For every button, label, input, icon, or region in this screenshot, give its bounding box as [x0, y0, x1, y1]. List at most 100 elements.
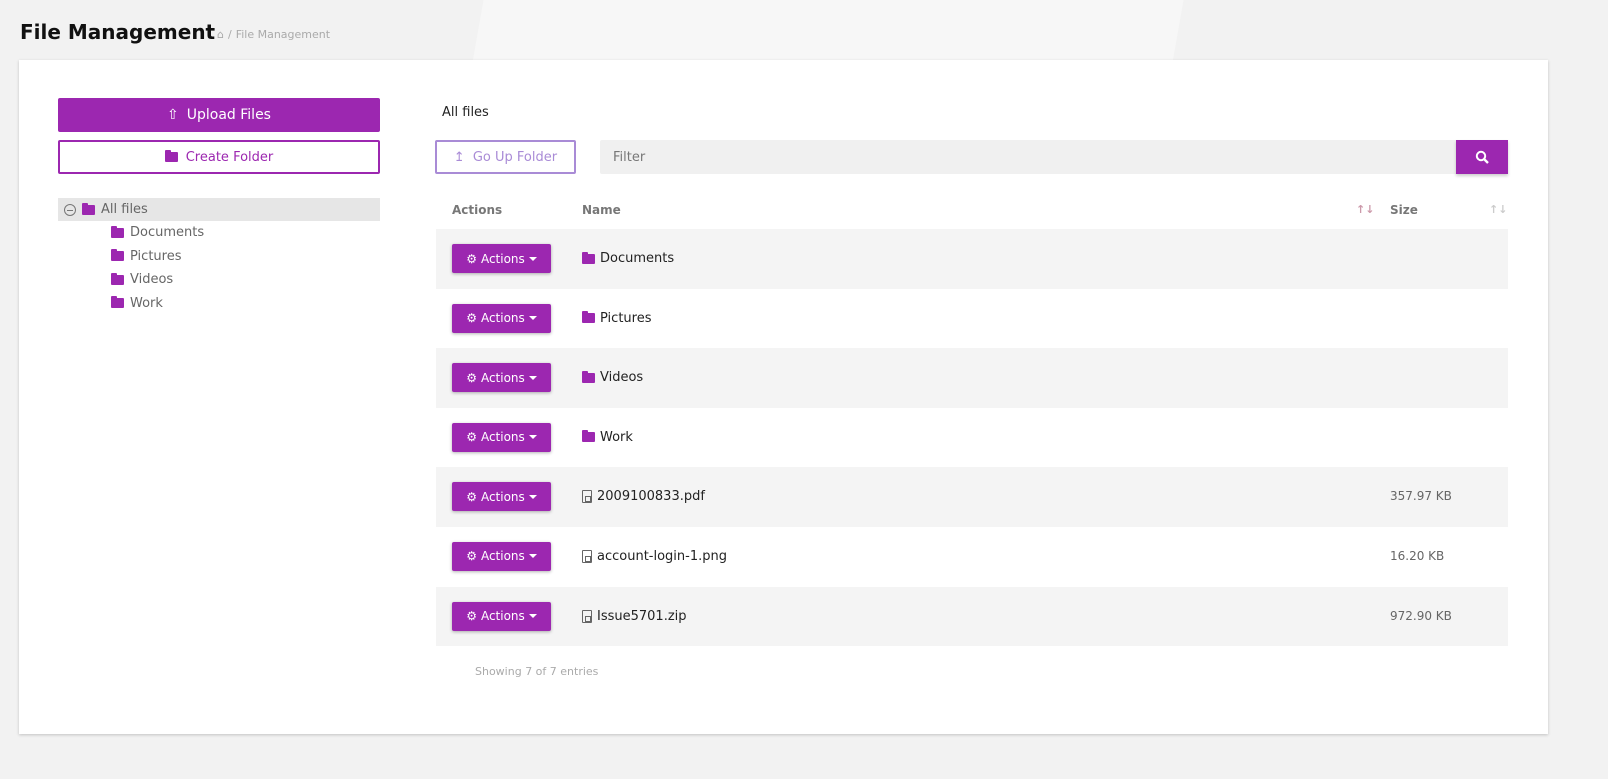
- gear-icon: ⚙: [466, 549, 477, 564]
- folder-plus-icon: [164, 150, 178, 162]
- gear-icon: ⚙: [466, 251, 477, 266]
- actions-label: Actions: [480, 370, 525, 385]
- file-name-text: Work: [600, 429, 633, 445]
- actions-dropdown-button[interactable]: ⚙ Actions: [452, 541, 551, 571]
- upload-files-button[interactable]: ⇧ Upload Files: [58, 98, 380, 132]
- actions-dropdown-button[interactable]: ⚙ Actions: [452, 303, 551, 333]
- breadcrumb-separator: /: [227, 28, 232, 41]
- search-icon: [1475, 150, 1489, 164]
- file-name-text: account-login-1.png: [597, 548, 727, 564]
- file-size: 357.97 KB: [1390, 489, 1452, 504]
- collapse-icon[interactable]: [64, 203, 76, 216]
- file-name[interactable]: Issue5701.zip: [582, 609, 687, 624]
- go-up-label: Go Up Folder: [472, 149, 558, 165]
- table-row: ⚙ Actions 2009100833.pdf 357.97 KB: [436, 467, 1508, 527]
- tree-item-work[interactable]: Work: [58, 292, 380, 316]
- archive-file-icon: [582, 609, 592, 623]
- actions-dropdown-button[interactable]: ⚙ Actions: [452, 482, 551, 512]
- gear-icon: ⚙: [466, 609, 477, 624]
- folder-icon: [582, 370, 595, 383]
- caret-down-icon: [528, 256, 537, 261]
- go-up-folder-button[interactable]: ↥ Go Up Folder: [435, 140, 576, 174]
- caret-down-icon: [528, 554, 537, 559]
- upload-label: Upload Files: [186, 107, 271, 123]
- table-row: ⚙ Actions Pictures: [436, 289, 1508, 349]
- tree-label: Documents: [130, 225, 205, 241]
- table-row: ⚙ Actions Documents: [436, 229, 1508, 289]
- file-name[interactable]: account-login-1.png: [582, 549, 727, 564]
- file-size: 972.90 KB: [1390, 608, 1452, 623]
- pdf-file-icon: [582, 490, 592, 504]
- folder-icon: [582, 311, 595, 324]
- tree-label: All files: [101, 202, 148, 217]
- file-manager-card: ⇧ Upload Files Create Folder All files D…: [19, 60, 1548, 734]
- folder-icon: [111, 272, 124, 285]
- file-name-text: Issue5701.zip: [597, 608, 687, 624]
- caret-down-icon: [528, 494, 537, 499]
- caret-down-icon: [528, 614, 537, 619]
- table-header: Actions Name ↑↓ Size ↑↓: [436, 199, 1508, 229]
- actions-dropdown-button[interactable]: ⚙ Actions: [452, 422, 551, 452]
- folder-icon: [111, 296, 124, 309]
- file-name-text: Documents: [600, 251, 675, 266]
- caret-down-icon: [528, 375, 537, 380]
- folder-icon: [111, 225, 124, 238]
- table-row: ⚙ Actions account-login-1.png 16.20 KB: [436, 527, 1508, 587]
- actions-dropdown-button[interactable]: ⚙ Actions: [452, 601, 551, 631]
- breadcrumb: ⌂ / File Management: [217, 28, 330, 41]
- actions-dropdown-button[interactable]: ⚙ Actions: [452, 244, 551, 273]
- current-folder-title: All files: [442, 105, 489, 120]
- home-icon[interactable]: ⌂: [217, 28, 224, 41]
- gear-icon: ⚙: [466, 489, 477, 504]
- actions-label: Actions: [480, 609, 525, 624]
- column-name[interactable]: Name: [582, 203, 621, 217]
- actions-dropdown-button[interactable]: ⚙ Actions: [452, 363, 551, 393]
- folder-icon: [582, 430, 595, 443]
- level-up-icon: ↥: [453, 149, 465, 165]
- search-button[interactable]: [1456, 140, 1508, 174]
- file-name[interactable]: 2009100833.pdf: [582, 489, 705, 504]
- tree-item-pictures[interactable]: Pictures: [58, 245, 380, 269]
- table-row: ⚙ Actions Videos: [436, 348, 1508, 408]
- folder-icon: [82, 202, 95, 215]
- table-row: ⚙ Actions Work: [436, 408, 1508, 468]
- files-table: Actions Name ↑↓ Size ↑↓ ⚙ Actions Document…: [436, 199, 1508, 647]
- file-name-text: Videos: [600, 370, 644, 386]
- tree-item-all-files[interactable]: All files: [58, 198, 380, 221]
- create-folder-button[interactable]: Create Folder: [58, 140, 380, 174]
- file-name[interactable]: Videos: [582, 370, 643, 385]
- table-row: ⚙ Actions Issue5701.zip 972.90 KB: [436, 586, 1508, 647]
- column-actions: Actions: [452, 203, 503, 217]
- tree-item-videos[interactable]: Videos: [58, 268, 380, 292]
- folder-icon: [582, 251, 595, 264]
- sort-icon[interactable]: ↑↓: [1489, 203, 1508, 216]
- caret-down-icon: [528, 435, 537, 440]
- actions-label: Actions: [480, 311, 525, 326]
- caret-down-icon: [528, 316, 537, 321]
- column-size[interactable]: Size: [1390, 203, 1418, 217]
- tree-item-documents[interactable]: Documents: [58, 221, 380, 245]
- actions-label: Actions: [480, 251, 525, 266]
- image-file-icon: [582, 549, 592, 563]
- actions-label: Actions: [480, 430, 525, 445]
- tree-label: Videos: [130, 272, 174, 288]
- entries-info: Showing 7 of 7 entries: [475, 665, 599, 678]
- gear-icon: ⚙: [466, 370, 477, 385]
- create-folder-label: Create Folder: [185, 149, 274, 165]
- tree-label: Pictures: [130, 248, 182, 264]
- gear-icon: ⚙: [466, 311, 477, 326]
- file-name[interactable]: Work: [582, 430, 633, 445]
- sort-asc-icon[interactable]: ↑↓: [1356, 203, 1375, 216]
- file-size: 16.20 KB: [1390, 548, 1445, 563]
- folder-icon: [111, 249, 124, 262]
- filter-input[interactable]: [600, 140, 1456, 174]
- upload-icon: ⇧: [167, 107, 179, 123]
- gear-icon: ⚙: [466, 430, 477, 445]
- file-name[interactable]: Documents: [582, 251, 674, 266]
- file-name-text: Pictures: [600, 310, 652, 326]
- file-name-text: 2009100833.pdf: [597, 489, 705, 505]
- actions-label: Actions: [480, 489, 525, 504]
- actions-label: Actions: [480, 549, 525, 564]
- page-title: File Management: [20, 20, 216, 44]
- file-name[interactable]: Pictures: [582, 311, 651, 326]
